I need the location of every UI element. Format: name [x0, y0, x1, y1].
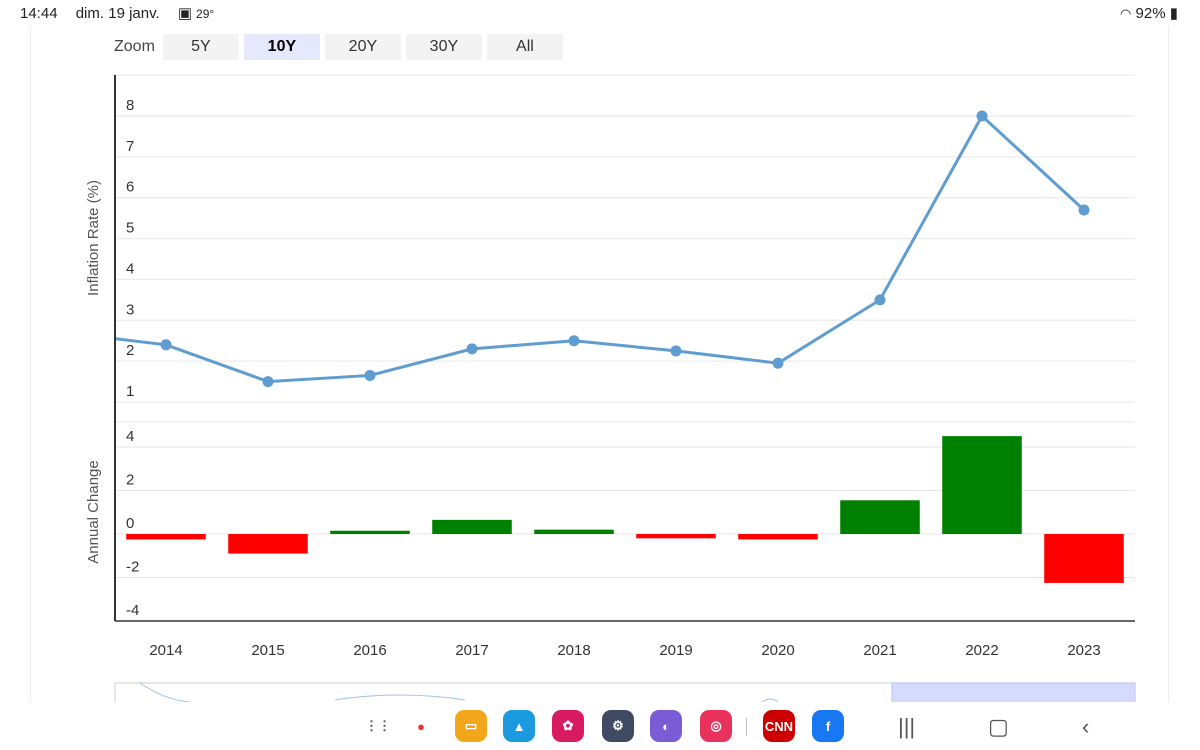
y-tick-label: 5 — [126, 220, 134, 237]
zoom-all-button[interactable]: All — [486, 34, 563, 60]
y-tick-label: 8 — [126, 97, 134, 114]
y-tick-label: 0 — [126, 515, 134, 532]
page-border-left — [30, 26, 31, 702]
line-series — [114, 110, 1090, 388]
x-tick-label: 2022 — [965, 642, 998, 659]
y-tick-label: 1 — [126, 383, 134, 400]
date: dim. 19 janv. — [75, 5, 160, 22]
recent-apps-icon[interactable]: ||| — [898, 714, 916, 739]
files-icon[interactable]: ▭ — [455, 710, 487, 742]
y-tick-label: 4 — [126, 260, 134, 277]
zoom-label: Zoom — [114, 38, 155, 55]
data-point[interactable] — [772, 357, 784, 369]
maps-icon[interactable]: ● — [405, 710, 437, 742]
data-point[interactable] — [1078, 204, 1090, 216]
settings-icon[interactable]: ⚙ — [602, 710, 634, 742]
bar[interactable] — [228, 534, 308, 554]
y-tick-label: 2 — [126, 342, 134, 359]
zoom-10y-button[interactable]: 10Y — [243, 34, 320, 60]
line-y-axis-title: Inflation Rate (%) — [85, 180, 102, 296]
camera-icon[interactable]: ◎ — [700, 710, 732, 742]
zoom-20y-button[interactable]: 20Y — [324, 34, 401, 60]
zoom-30y-button[interactable]: 30Y — [405, 34, 482, 60]
zoom-selector: Zoom 5Y 10Y 20Y 30Y All — [114, 34, 568, 60]
bar[interactable] — [1044, 534, 1124, 583]
y-tick-label: -2 — [126, 559, 139, 576]
home-icon[interactable]: ▢ — [988, 714, 1009, 739]
bar-y-axis-title: Annual Change — [85, 460, 102, 563]
y-tick-label: 4 — [126, 428, 134, 445]
x-tick-label: 2020 — [761, 642, 794, 659]
data-point[interactable] — [976, 110, 988, 122]
y-tick-label: 3 — [126, 301, 134, 318]
status-bar: 14:44 dim. 19 janv. ▣ 29° ◠ 92% ▮ — [0, 0, 1200, 26]
x-tick-label: 2018 — [557, 642, 590, 659]
battery-icon: ▮ — [1169, 5, 1178, 22]
gallery-icon: ▣ — [177, 5, 193, 22]
bar[interactable] — [330, 530, 410, 534]
navigator-series-line — [334, 694, 466, 701]
axes: 1 2 3 4 5 6 7 8 -4 -2 0 2 4 2014 2015 2016 2017 2018 2019 2… — [114, 75, 1135, 659]
bar[interactable] — [840, 500, 920, 534]
bar-series — [126, 436, 1124, 583]
bar[interactable] — [636, 534, 716, 539]
flower-icon[interactable]: ✿ — [552, 710, 584, 742]
navigator-selection[interactable] — [891, 682, 1136, 702]
data-point[interactable] — [466, 343, 478, 355]
zoom-5y-button[interactable]: 5Y — [162, 34, 239, 60]
data-point[interactable] — [568, 335, 580, 347]
y-tick-label: 6 — [126, 179, 134, 196]
page-border-right — [1168, 26, 1169, 702]
bar[interactable] — [738, 534, 818, 540]
bar[interactable] — [126, 534, 206, 540]
range-navigator[interactable] — [114, 682, 1136, 702]
y-tick-label: 7 — [126, 138, 134, 155]
data-point[interactable] — [670, 345, 682, 357]
x-tick-label: 2015 — [251, 642, 284, 659]
navigator-series-line — [761, 698, 779, 702]
y-tick-label: -4 — [126, 602, 139, 619]
bar[interactable] — [942, 436, 1022, 534]
data-point[interactable] — [262, 376, 274, 388]
dock-divider — [746, 718, 747, 736]
x-tick-label: 2017 — [455, 642, 488, 659]
data-point[interactable] — [160, 339, 172, 351]
x-tick-label: 2023 — [1067, 642, 1100, 659]
x-tick-label: 2021 — [863, 642, 896, 659]
cnn-icon[interactable]: CNN — [763, 710, 795, 742]
back-icon[interactable]: ‹ — [1082, 714, 1090, 739]
facebook-icon[interactable]: f — [812, 710, 844, 742]
battery-level: 92% — [1135, 5, 1166, 22]
x-tick-label: 2014 — [149, 642, 182, 659]
apps-grid-icon[interactable]: ⋮⋮ — [362, 710, 394, 742]
data-point[interactable] — [874, 294, 886, 306]
clock: 14:44 — [20, 5, 58, 22]
inflation-chart: 1 2 3 4 5 6 7 8 -4 -2 0 2 4 2014 2015 2016 2017 2018 2019 2… — [85, 74, 1136, 702]
x-tick-label: 2019 — [659, 642, 692, 659]
series-line — [114, 113, 1086, 384]
navigator-series-line — [139, 682, 191, 702]
wifi-icon: ◠ — [1120, 6, 1132, 21]
x-tick-label: 2016 — [353, 642, 386, 659]
system-nav-bar: ⋮⋮ ● ▭ ▲ ✿ ⚙ ◐ ◎ CNN f ||| ▢ ‹ — [0, 702, 1200, 750]
bar[interactable] — [534, 529, 614, 534]
drive-icon[interactable]: ▲ — [503, 710, 535, 742]
weather: 29° — [196, 7, 215, 21]
browser-icon[interactable]: ◐ — [650, 710, 682, 742]
data-point[interactable] — [364, 369, 376, 381]
y-tick-label: 2 — [126, 472, 134, 489]
bar[interactable] — [432, 519, 512, 534]
